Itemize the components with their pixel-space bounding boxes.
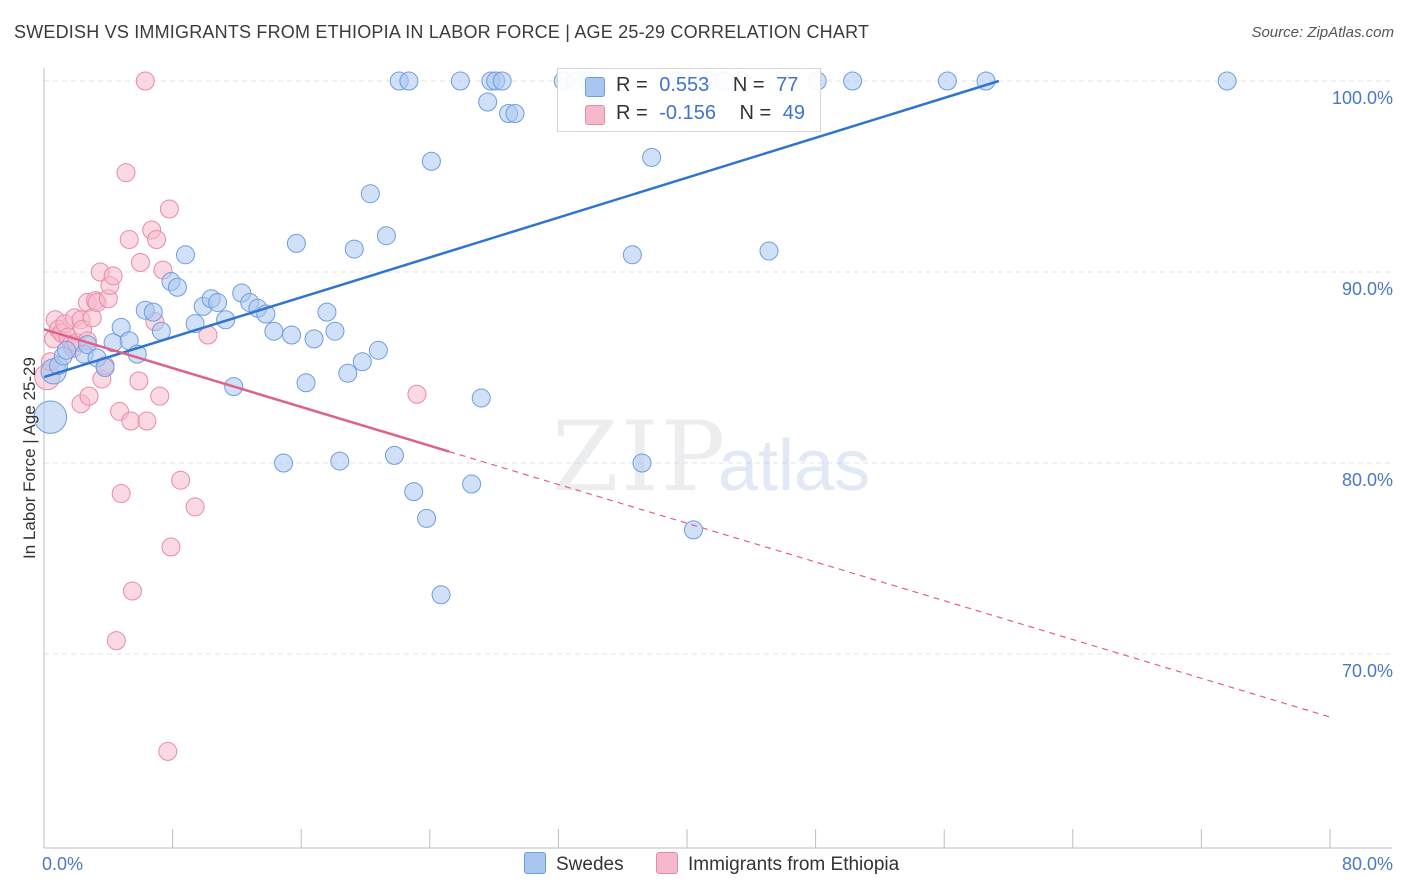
ethiopia-point (159, 199, 179, 219)
swedes-point (384, 445, 404, 465)
legend-item-swedes: Swedes (524, 852, 624, 876)
x-tick-label: 80.0% (1342, 854, 1393, 874)
y-tick-label: 100.0% (1332, 88, 1393, 108)
tick-labels: 70.0% 80.0% 90.0% 100.0% 0.0% 80.0% (42, 88, 1393, 874)
swedes-swatch (585, 77, 605, 97)
y-tick-label: 80.0% (1342, 470, 1393, 490)
swedes-point (642, 147, 662, 167)
ethiopia-swatch (656, 852, 678, 874)
ethiopia-point (158, 741, 178, 761)
ethiopia-trend-extension (448, 450, 1331, 718)
swedes-point (296, 373, 316, 393)
n-value: 77 (776, 74, 799, 96)
swedes-point (282, 325, 302, 345)
ethiopia-point (116, 163, 136, 183)
ethiopia-point (122, 581, 142, 601)
r-value: -0.156 (659, 102, 716, 124)
swedes-point (431, 585, 451, 605)
ethiopia-points (34, 71, 427, 761)
ethiopia-trend-line (43, 328, 450, 453)
ethiopia-point (119, 230, 139, 250)
watermark-atlas: atlas (718, 426, 870, 506)
ethiopia-point (407, 384, 427, 404)
legend-label-ethiopia: Immigrants from Ethiopia (688, 854, 900, 875)
swedes-point (175, 245, 195, 265)
swedes-point (759, 241, 779, 261)
r-value: 0.553 (659, 74, 710, 96)
n-label: N = (732, 74, 765, 96)
n-value: 49 (782, 102, 806, 124)
swedes-point (683, 520, 703, 540)
ethiopia-point (137, 411, 157, 431)
r-label: R = (616, 74, 648, 96)
watermark: ZIP atlas (552, 401, 870, 513)
y-tick-label: 70.0% (1342, 661, 1393, 681)
swedes-point (338, 363, 358, 383)
trend-lines (43, 79, 1331, 718)
swedes-point (843, 71, 863, 91)
legend-label-swedes: Swedes (556, 854, 624, 875)
swedes-point (330, 451, 350, 471)
swedes-point (1217, 71, 1237, 91)
swedes-point (417, 508, 437, 528)
swedes-point (632, 453, 652, 473)
ethiopia-point (171, 470, 191, 490)
ethiopia-point (121, 411, 141, 431)
swedes-point (492, 71, 512, 91)
swedes-point (421, 151, 441, 171)
swedes-points (33, 71, 1237, 605)
swedes-point (622, 245, 642, 265)
swedes-point (360, 184, 380, 204)
swedes-point (208, 293, 228, 313)
chart-title: SWEDISH VS IMMIGRANTS FROM ETHIOPIA IN L… (14, 22, 870, 42)
ethiopia-point (161, 537, 181, 557)
swedes-point (264, 321, 284, 341)
swedes-point (352, 352, 372, 372)
swedes-point (344, 239, 364, 259)
swedes-point (274, 453, 294, 473)
ethiopia-point (106, 631, 126, 651)
axes (43, 68, 1392, 849)
swedes-point (404, 482, 424, 502)
ethiopia-point (147, 230, 167, 250)
swedes-point (505, 103, 525, 123)
swedes-point (325, 321, 345, 341)
swedes-point (33, 400, 68, 434)
swedes-point (399, 71, 419, 91)
y-axis-label: In Labor Force | Age 25-29 (20, 357, 39, 559)
legend-item-ethiopia: Immigrants from Ethiopia (656, 852, 899, 876)
ethiopia-point (150, 386, 170, 406)
swedes-point (450, 71, 470, 91)
ethiopia-point (130, 252, 150, 272)
n-label: N = (739, 102, 772, 124)
swedes-point (478, 92, 498, 112)
source-label: Source: ZipAtlas.com (1251, 24, 1394, 41)
swedes-point (937, 71, 957, 91)
swedes-trend-line (43, 79, 1000, 379)
swedes-point (167, 277, 187, 297)
ethiopia-point (135, 71, 155, 91)
swedes-point (471, 388, 491, 408)
ethiopia-point (129, 371, 149, 391)
swedes-point (317, 302, 337, 322)
swedes-point (368, 340, 388, 360)
swedes-point (286, 233, 306, 253)
ethiopia-point (111, 484, 131, 504)
ethiopia-swatch (585, 105, 605, 125)
ethiopia-point (185, 497, 205, 517)
y-tick-label: 90.0% (1342, 279, 1393, 299)
ethiopia-point (103, 266, 123, 286)
stats-legend: R = 0.553 N = 77 R = -0.156 N = 49 (557, 68, 821, 132)
swedes-swatch (524, 852, 546, 874)
swedes-point (57, 340, 77, 360)
swedes-point (143, 302, 163, 322)
r-label: R = (616, 102, 648, 124)
swedes-point (462, 474, 482, 494)
ethiopia-point (79, 386, 99, 406)
x-tick-label: 0.0% (42, 854, 83, 874)
swedes-point (304, 329, 324, 349)
swedes-point (376, 226, 396, 246)
